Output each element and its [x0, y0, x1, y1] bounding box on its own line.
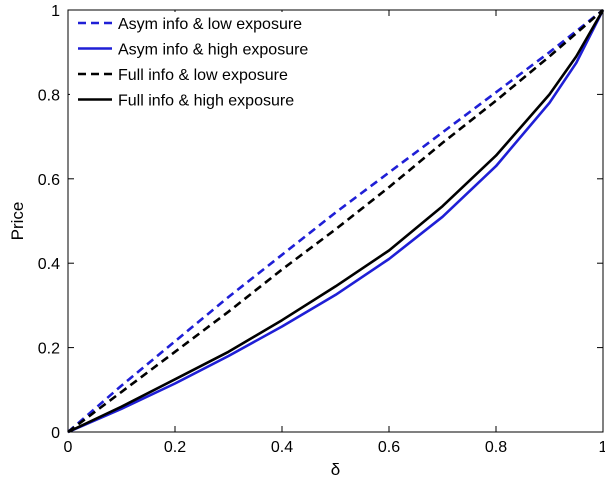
y-tick-label: 0.8: [38, 87, 60, 104]
y-tick-label: 0.6: [38, 172, 60, 189]
y-tick-label: 1: [51, 3, 60, 20]
series-line-3: [67, 9, 604, 434]
x-tick-label: 0.8: [485, 439, 507, 456]
legend-box: [70, 12, 374, 118]
legend: Asym info & low exposure Asym info & high…: [70, 12, 374, 118]
legend-label-4: Full info & high exposure: [118, 93, 294, 110]
x-tick-label: 1: [599, 439, 605, 456]
series-line-1: [67, 8, 604, 433]
series-line-2: [67, 9, 605, 434]
x-tick-label: 0.6: [378, 439, 400, 456]
y-axis-label: Price: [8, 202, 27, 241]
y-tick-label: 0.2: [38, 341, 60, 358]
x-tick-label: 0.2: [164, 439, 186, 456]
legend-label-1: Asym info & low exposure: [118, 16, 302, 33]
series-layer: [67, 8, 605, 434]
series-line-4: [67, 9, 605, 434]
x-axis-label: δ: [331, 460, 340, 479]
legend-label-3: Full info & low exposure: [118, 67, 288, 84]
y-tick-label: 0.4: [38, 256, 60, 273]
legend-label-2: Asym info & high exposure: [118, 42, 308, 59]
axes-layer: 0 0.2 0.4 0.6 0.8 1 0 0.2 0.4 0.6 0.8 1: [38, 3, 605, 456]
x-tick-label: 0: [64, 439, 73, 456]
y-tick-label: 0: [51, 425, 60, 442]
axes-frame: [67, 9, 604, 433]
x-tick-label: 0.4: [271, 439, 293, 456]
